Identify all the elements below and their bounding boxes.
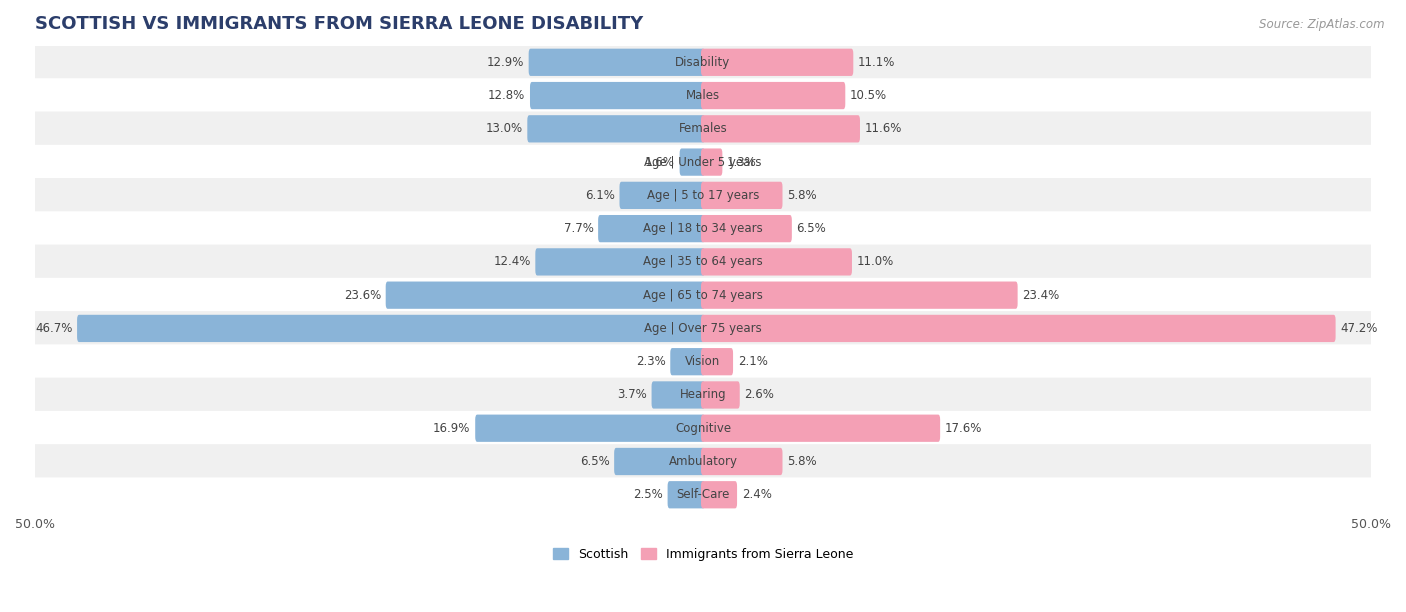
- Text: 2.1%: 2.1%: [738, 355, 768, 368]
- Text: 2.6%: 2.6%: [744, 389, 775, 401]
- FancyBboxPatch shape: [702, 481, 737, 509]
- Text: Age | 18 to 34 years: Age | 18 to 34 years: [643, 222, 763, 235]
- Text: 11.1%: 11.1%: [858, 56, 896, 69]
- Text: 6.1%: 6.1%: [585, 189, 614, 202]
- FancyBboxPatch shape: [35, 378, 1371, 412]
- Text: 6.5%: 6.5%: [579, 455, 609, 468]
- Text: 2.4%: 2.4%: [742, 488, 772, 501]
- FancyBboxPatch shape: [651, 381, 704, 409]
- FancyBboxPatch shape: [702, 82, 845, 109]
- FancyBboxPatch shape: [702, 348, 733, 375]
- Text: SCOTTISH VS IMMIGRANTS FROM SIERRA LEONE DISABILITY: SCOTTISH VS IMMIGRANTS FROM SIERRA LEONE…: [35, 15, 644, 33]
- Text: Age | Over 75 years: Age | Over 75 years: [644, 322, 762, 335]
- FancyBboxPatch shape: [35, 444, 1371, 479]
- FancyBboxPatch shape: [529, 49, 704, 76]
- FancyBboxPatch shape: [35, 278, 1371, 313]
- FancyBboxPatch shape: [35, 311, 1371, 346]
- Text: 47.2%: 47.2%: [1340, 322, 1378, 335]
- FancyBboxPatch shape: [702, 448, 783, 475]
- Text: 46.7%: 46.7%: [35, 322, 72, 335]
- Text: 12.4%: 12.4%: [494, 255, 530, 269]
- Text: Source: ZipAtlas.com: Source: ZipAtlas.com: [1260, 18, 1385, 31]
- Text: Vision: Vision: [685, 355, 721, 368]
- FancyBboxPatch shape: [702, 49, 853, 76]
- Text: 1.6%: 1.6%: [645, 155, 675, 168]
- FancyBboxPatch shape: [35, 145, 1371, 179]
- Text: 5.8%: 5.8%: [787, 455, 817, 468]
- FancyBboxPatch shape: [35, 45, 1371, 80]
- Text: Self-Care: Self-Care: [676, 488, 730, 501]
- FancyBboxPatch shape: [527, 115, 704, 143]
- FancyBboxPatch shape: [702, 215, 792, 242]
- FancyBboxPatch shape: [702, 381, 740, 409]
- FancyBboxPatch shape: [35, 411, 1371, 446]
- FancyBboxPatch shape: [620, 182, 704, 209]
- FancyBboxPatch shape: [671, 348, 704, 375]
- Text: 23.4%: 23.4%: [1022, 289, 1060, 302]
- FancyBboxPatch shape: [702, 414, 941, 442]
- FancyBboxPatch shape: [702, 282, 1018, 309]
- Text: 1.3%: 1.3%: [727, 155, 756, 168]
- FancyBboxPatch shape: [702, 182, 783, 209]
- FancyBboxPatch shape: [35, 111, 1371, 146]
- FancyBboxPatch shape: [614, 448, 704, 475]
- Legend: Scottish, Immigrants from Sierra Leone: Scottish, Immigrants from Sierra Leone: [548, 543, 858, 565]
- Text: 23.6%: 23.6%: [344, 289, 381, 302]
- FancyBboxPatch shape: [35, 78, 1371, 113]
- Text: Hearing: Hearing: [679, 389, 727, 401]
- Text: Cognitive: Cognitive: [675, 422, 731, 435]
- Text: Disability: Disability: [675, 56, 731, 69]
- Text: 11.6%: 11.6%: [865, 122, 903, 135]
- Text: Males: Males: [686, 89, 720, 102]
- FancyBboxPatch shape: [679, 149, 704, 176]
- Text: 12.9%: 12.9%: [486, 56, 524, 69]
- FancyBboxPatch shape: [702, 149, 723, 176]
- Text: Age | 65 to 74 years: Age | 65 to 74 years: [643, 289, 763, 302]
- Text: Females: Females: [679, 122, 727, 135]
- FancyBboxPatch shape: [385, 282, 704, 309]
- Text: 11.0%: 11.0%: [856, 255, 894, 269]
- FancyBboxPatch shape: [35, 477, 1371, 512]
- Text: 7.7%: 7.7%: [564, 222, 593, 235]
- Text: 17.6%: 17.6%: [945, 422, 983, 435]
- Text: 5.8%: 5.8%: [787, 189, 817, 202]
- FancyBboxPatch shape: [35, 345, 1371, 379]
- Text: Age | 35 to 64 years: Age | 35 to 64 years: [643, 255, 763, 269]
- Text: 3.7%: 3.7%: [617, 389, 647, 401]
- FancyBboxPatch shape: [475, 414, 704, 442]
- FancyBboxPatch shape: [536, 248, 704, 275]
- Text: Ambulatory: Ambulatory: [668, 455, 738, 468]
- Text: 16.9%: 16.9%: [433, 422, 471, 435]
- Text: 12.8%: 12.8%: [488, 89, 526, 102]
- Text: Age | Under 5 years: Age | Under 5 years: [644, 155, 762, 168]
- FancyBboxPatch shape: [702, 315, 1336, 342]
- FancyBboxPatch shape: [702, 115, 860, 143]
- FancyBboxPatch shape: [702, 248, 852, 275]
- FancyBboxPatch shape: [668, 481, 704, 509]
- Text: 6.5%: 6.5%: [797, 222, 827, 235]
- FancyBboxPatch shape: [530, 82, 704, 109]
- Text: 13.0%: 13.0%: [485, 122, 523, 135]
- FancyBboxPatch shape: [77, 315, 704, 342]
- FancyBboxPatch shape: [598, 215, 704, 242]
- Text: Age | 5 to 17 years: Age | 5 to 17 years: [647, 189, 759, 202]
- Text: 2.3%: 2.3%: [636, 355, 665, 368]
- FancyBboxPatch shape: [35, 245, 1371, 279]
- Text: 10.5%: 10.5%: [851, 89, 887, 102]
- Text: 2.5%: 2.5%: [633, 488, 662, 501]
- FancyBboxPatch shape: [35, 178, 1371, 212]
- FancyBboxPatch shape: [35, 211, 1371, 246]
